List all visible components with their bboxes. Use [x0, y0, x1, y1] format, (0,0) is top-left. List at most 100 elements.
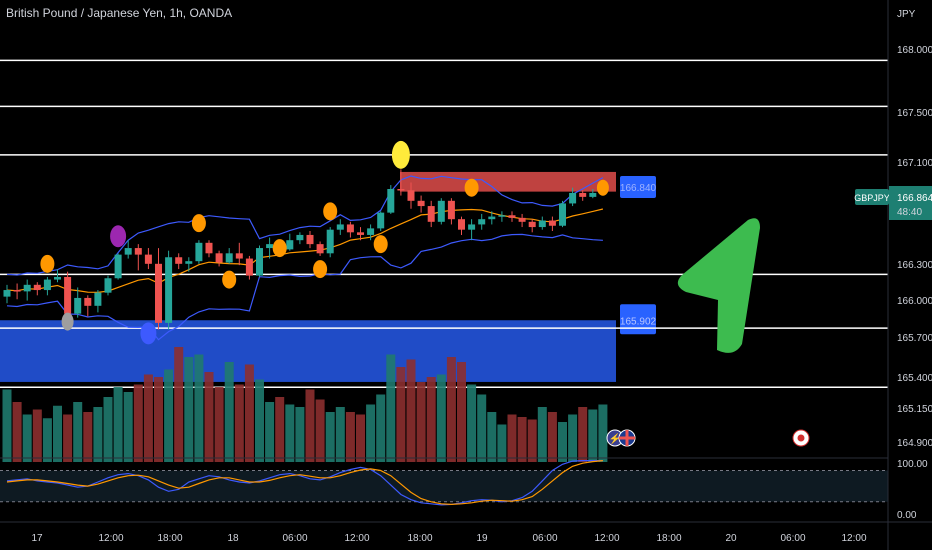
- volume-bar: [477, 394, 487, 462]
- demand-zone: [0, 320, 616, 382]
- volume-bar: [446, 357, 456, 462]
- signal-marker: [373, 235, 388, 254]
- volume-bar: [295, 407, 305, 462]
- candle-body: [155, 263, 162, 323]
- volume-bar: [2, 389, 12, 462]
- time-tick-label: 12:00: [344, 533, 369, 544]
- candle-body: [437, 200, 445, 222]
- signal-marker: [110, 225, 127, 248]
- time-tick-label: 17: [31, 533, 43, 544]
- time-tick-label: 20: [725, 533, 737, 544]
- oscillator-pane: [0, 457, 932, 506]
- signal-marker: [40, 254, 55, 273]
- time-tick-label: 12:00: [594, 533, 619, 544]
- volume-bar: [426, 377, 436, 462]
- volume-bar: [73, 402, 83, 462]
- volume-bar: [154, 377, 163, 462]
- volume-bar: [386, 354, 396, 462]
- candle-body: [13, 290, 21, 292]
- candle-body: [286, 240, 294, 250]
- volume-bar: [184, 357, 194, 462]
- symbol-badge-label: GBPJPY: [854, 193, 890, 203]
- time-tick-label: 19: [476, 533, 488, 544]
- signal-marker: [313, 260, 328, 279]
- symbol-badge: [855, 189, 889, 205]
- signal-marker: [222, 270, 237, 289]
- signal-marker: [391, 140, 410, 169]
- price-tick-label: 165.700: [897, 333, 932, 344]
- price-tick-label: 165.150: [897, 404, 932, 415]
- volume-bar: [214, 387, 224, 462]
- candle-body: [357, 232, 364, 235]
- candle-body: [185, 261, 193, 264]
- candle-body: [306, 234, 314, 245]
- volume-bar: [265, 402, 275, 462]
- candle-body: [569, 192, 577, 204]
- oscillator-top-label: 100.00: [897, 459, 928, 470]
- volume-bar: [568, 414, 578, 462]
- volume-bar: [244, 364, 254, 462]
- candle-body: [256, 248, 263, 276]
- stochastic-k-line: [6, 460, 603, 506]
- moving-average-line: [6, 208, 604, 293]
- price-tick-label: 168.000: [897, 45, 932, 56]
- signal-marker: [323, 202, 338, 221]
- time-tick-label: 18:00: [656, 533, 681, 544]
- candle-body: [296, 234, 304, 241]
- price-tick-label: 166.300: [897, 260, 932, 271]
- volume-bar: [285, 404, 295, 462]
- price-tick-label: 166.000: [897, 296, 932, 307]
- oscillator-band: [0, 470, 888, 502]
- signal-markers-layer: ⚡: [40, 140, 810, 447]
- volume-bar: [103, 397, 113, 462]
- oscillator-bottom-label: 0.00: [897, 510, 917, 521]
- time-tick-label: 06:00: [282, 533, 307, 544]
- volume-bar: [376, 394, 386, 462]
- volume-bar: [164, 369, 174, 462]
- candle-body: [579, 192, 587, 197]
- signal-marker: [61, 312, 74, 331]
- demand-zone-label: 165.902: [620, 316, 657, 327]
- candle-body: [559, 203, 566, 226]
- candle-body: [488, 216, 496, 220]
- candle-body: [387, 189, 395, 213]
- volume-bar: [598, 404, 608, 462]
- candle-body: [548, 220, 556, 226]
- candles-layer: [3, 169, 607, 330]
- candle-body: [468, 224, 476, 230]
- candle-body: [346, 224, 354, 233]
- candle-body: [144, 254, 152, 264]
- volume-bar: [53, 405, 62, 462]
- signal-marker: [596, 179, 609, 196]
- candle-body: [316, 244, 324, 254]
- candle-body: [225, 253, 233, 263]
- time-tick-label: 06:00: [532, 533, 557, 544]
- candle-body: [266, 244, 274, 249]
- zones-layer: 166.840 165.902: [0, 171, 657, 382]
- volume-bar: [234, 384, 244, 462]
- time-tick-label: 12:00: [98, 533, 123, 544]
- volume-bar: [32, 409, 42, 462]
- jp-flag-sun: [797, 434, 805, 442]
- candle-body: [64, 276, 72, 314]
- chart-title: British Pound / Japanese Yen, 1h, OANDA: [6, 6, 233, 20]
- signal-marker: [191, 214, 206, 233]
- candle-body: [245, 258, 253, 276]
- volume-bar: [366, 404, 376, 462]
- signal-marker: [140, 322, 157, 345]
- volume-bar: [497, 424, 507, 462]
- volume-bar: [83, 412, 93, 462]
- volume-bar: [416, 382, 426, 462]
- volume-bar: [93, 407, 103, 462]
- volume-bar: [588, 409, 598, 462]
- demand-zone-label-box: [620, 304, 656, 335]
- candle-body: [43, 279, 51, 291]
- volume-bar: [406, 359, 416, 462]
- volume-bar: [325, 412, 335, 462]
- volume-bar: [315, 399, 325, 462]
- volume-bar: [275, 397, 285, 462]
- volume-bar: [547, 412, 557, 462]
- time-tick-label: 18:00: [157, 533, 182, 544]
